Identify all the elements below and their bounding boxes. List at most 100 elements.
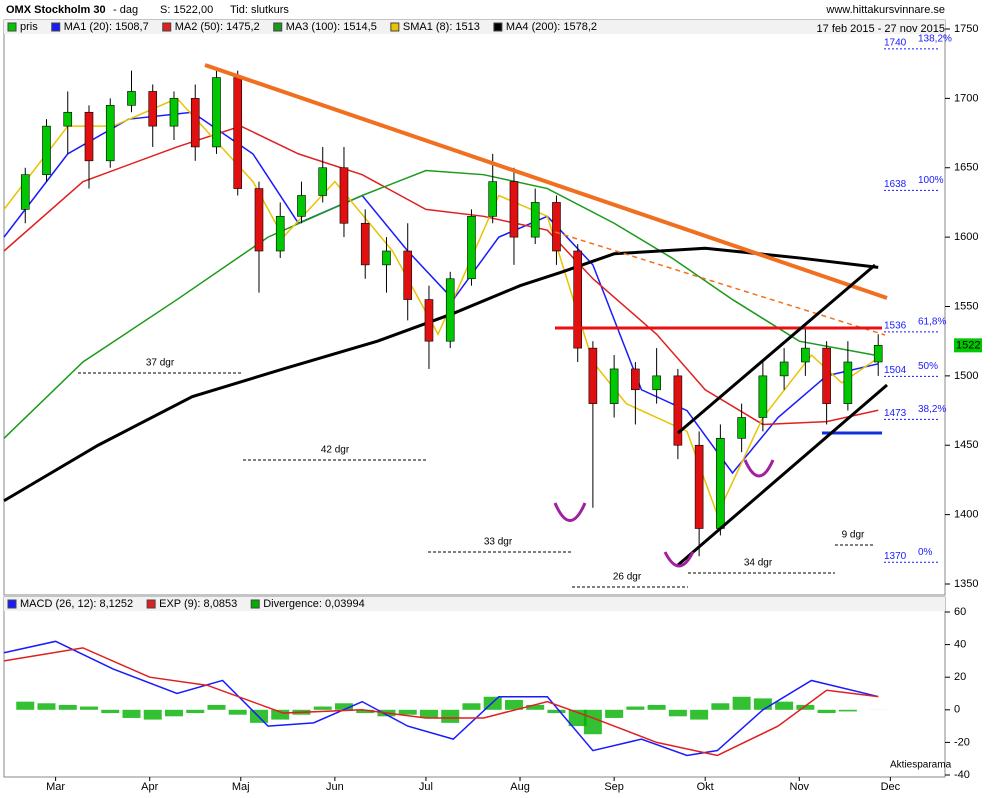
- divergence-bar: [732, 696, 751, 710]
- y-tick-label: 1450: [954, 439, 978, 451]
- candle-body: [758, 375, 768, 418]
- divergence-bar: [817, 709, 836, 714]
- period: - dag: [113, 4, 138, 16]
- legend-label: Divergence: 0,03994: [263, 598, 365, 610]
- legend-swatch: [7, 22, 17, 32]
- divergence-bar: [626, 706, 645, 710]
- candle-body: [445, 278, 455, 342]
- y-tick-label: 40: [954, 639, 966, 651]
- divergence-bar: [775, 701, 794, 710]
- candle-body: [424, 299, 434, 342]
- legend-swatch: [493, 22, 503, 32]
- x-tick-label: Dec: [881, 781, 901, 793]
- legend-label: SMA1 (8): 1513: [403, 21, 480, 33]
- candle-body: [467, 216, 476, 280]
- legend-bar: [4, 20, 945, 34]
- legend-swatch: [51, 22, 61, 32]
- y-tick-label: 1650: [954, 162, 978, 174]
- divergence-bar: [668, 709, 687, 717]
- divergence-bar: [504, 700, 523, 710]
- channel: [677, 383, 888, 567]
- candle-body: [801, 347, 810, 363]
- candle-body: [275, 216, 285, 252]
- candle-body: [233, 77, 243, 189]
- x-tick-label: Maj: [232, 781, 250, 793]
- fib-pct: 38,2%: [918, 404, 946, 415]
- divergence-bar: [398, 709, 417, 715]
- divergence-bar: [58, 704, 77, 710]
- y-tick-label: -40: [954, 769, 970, 781]
- legend-swatch: [390, 22, 400, 32]
- candle-body: [737, 417, 746, 439]
- candle-body: [382, 250, 391, 266]
- x-tick-label: Jul: [419, 781, 433, 793]
- trendline: [204, 63, 888, 300]
- fib-price: 1536: [884, 321, 907, 332]
- candle-body: [873, 345, 883, 363]
- annotation: 42 dgr: [321, 445, 350, 456]
- y-tick-label: 0: [954, 704, 960, 716]
- y-tick-label: 20: [954, 671, 966, 683]
- fib-price: 1473: [884, 408, 907, 419]
- annotation: 33 dgr: [484, 537, 513, 548]
- divergence-bar: [186, 709, 205, 714]
- fib-price: 1638: [884, 179, 907, 190]
- candle-body: [169, 98, 179, 127]
- divergence-bar: [313, 706, 332, 710]
- candle-body: [254, 188, 264, 252]
- candle-body: [148, 91, 158, 127]
- fib-pct: 100%: [918, 175, 944, 186]
- line: [3, 647, 879, 757]
- fib-pct: 50%: [918, 361, 938, 372]
- arc: [553, 502, 587, 522]
- candle-body: [609, 368, 619, 404]
- y-tick-label: 1400: [954, 509, 978, 521]
- divergence-bar: [143, 709, 162, 720]
- candle-body: [318, 167, 328, 196]
- divergence-bar: [690, 709, 709, 720]
- candle-body: [843, 361, 853, 404]
- site: www.hittakursvinnare.se: [825, 4, 945, 16]
- divergence-bar: [101, 709, 120, 714]
- price: S: 1522,00: [160, 4, 213, 16]
- candle-body: [588, 347, 598, 404]
- candle-body: [509, 181, 519, 238]
- x-tick-label: Mar: [46, 781, 65, 793]
- legend-label: MA2 (50): 1475,2: [175, 21, 260, 33]
- legend-label: MA4 (200): 1578,2: [506, 21, 597, 33]
- candle-body: [652, 375, 661, 391]
- y-tick-label: -20: [954, 736, 970, 748]
- divergence-bar: [441, 709, 460, 723]
- candle-body: [20, 174, 30, 210]
- legend-swatch: [162, 22, 172, 32]
- legend-label: MA1 (20): 1508,7: [64, 21, 149, 33]
- annotation: 34 dgr: [744, 558, 773, 569]
- divergence-bar: [753, 698, 772, 710]
- divergence-bar: [526, 704, 545, 710]
- y-tick-label: 1500: [954, 370, 978, 382]
- divergence-bar: [37, 703, 56, 710]
- candle-body: [488, 181, 498, 217]
- x-tick-label: Sep: [604, 781, 624, 793]
- divergence-bar: [838, 709, 857, 712]
- candle-body: [530, 202, 540, 238]
- candle-body: [339, 167, 349, 224]
- candle-body: [822, 347, 831, 404]
- legend-label: EXP (9): 8,0853: [159, 598, 237, 610]
- candle-body: [297, 195, 306, 217]
- legend-label: MACD (26, 12): 8,1252: [20, 598, 133, 610]
- candle-body: [63, 111, 73, 127]
- candle-body: [84, 111, 94, 162]
- x-tick-label: Aug: [510, 781, 530, 793]
- divergence-bar: [164, 709, 183, 717]
- candle-body: [552, 202, 561, 252]
- time: Tid: slutkurs: [230, 4, 289, 16]
- line: [3, 169, 879, 439]
- line: [3, 640, 879, 757]
- legend-swatch: [250, 599, 260, 609]
- candle-body: [212, 77, 221, 148]
- candle-body: [573, 250, 583, 349]
- fib-pct: 0%: [918, 547, 933, 558]
- trendline: [554, 231, 886, 336]
- fib-price: 1370: [884, 551, 907, 562]
